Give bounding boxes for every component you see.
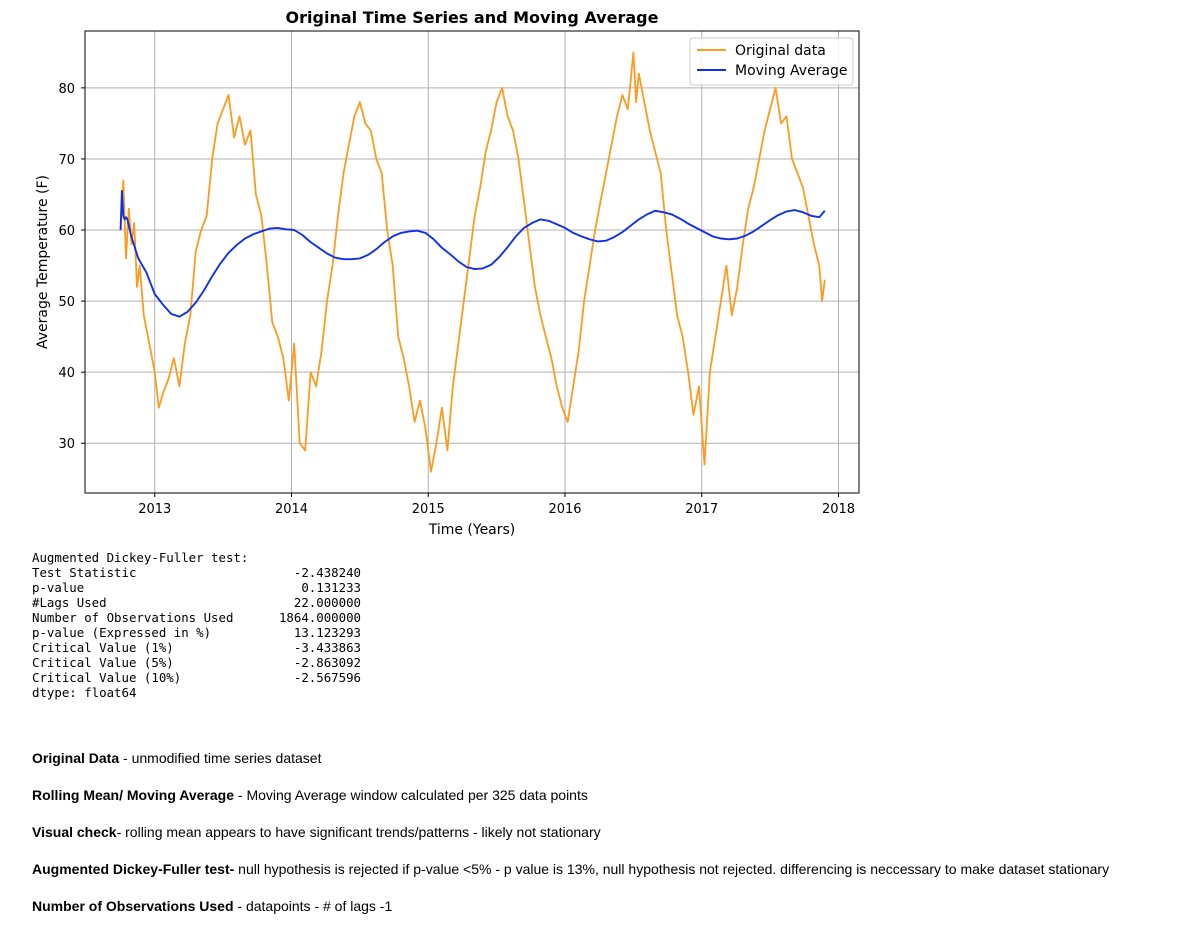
- note-term: Original Data: [32, 750, 120, 766]
- x-tick-label: 2015: [412, 502, 445, 517]
- grid: [85, 31, 859, 493]
- adf-row: Test Statistic -2.438240: [32, 565, 361, 580]
- adf-row: Critical Value (1%) -3.433863: [32, 640, 361, 655]
- adf-value: 1864.000000: [278, 610, 361, 625]
- adf-row: p-value 0.131233: [32, 580, 361, 595]
- note-text: - datapoints - # of lags -1: [233, 898, 393, 914]
- legend-label-original: Original data: [735, 43, 826, 59]
- note-term: Number of Observations Used: [32, 898, 234, 914]
- adf-label: Critical Value (1%): [32, 640, 174, 655]
- note-term: Visual check: [32, 824, 117, 840]
- note-text: - unmodified time series dataset: [119, 750, 322, 766]
- x-axis-label: Time (Years): [428, 522, 516, 538]
- plot-frame: [84, 30, 860, 494]
- notes: Original Data - unmodified time series d…: [32, 750, 1192, 935]
- adf-row: Number of Observations Used 1864.000000: [32, 610, 361, 625]
- y-tick-label: 80: [58, 82, 75, 97]
- legend: Original data Moving Average: [689, 37, 854, 86]
- adf-value: -2.567596: [293, 670, 361, 685]
- original-data-line: [119, 51, 826, 473]
- note-rolling-mean: Rolling Mean/ Moving Average - Moving Av…: [32, 787, 1192, 805]
- x-tick-label: 2013: [138, 502, 171, 517]
- note-text: - rolling mean appears to have significa…: [116, 824, 601, 840]
- y-tick-label: 30: [58, 437, 75, 452]
- note-text: - Moving Average window calculated per 3…: [234, 787, 588, 803]
- ticks: 2013 2014 2015 2016 2017 2018 30 40 50 60 70 80: [58, 82, 855, 517]
- adf-value: -2.863092: [293, 655, 361, 670]
- adf-output: Augmented Dickey-Fuller test: Test Stati…: [32, 550, 361, 700]
- chart: Original Time Series and Moving Average …: [35, 8, 860, 538]
- adf-value: -3.433863: [293, 640, 361, 655]
- adf-label: Critical Value (10%): [32, 670, 182, 685]
- adf-row: Critical Value (10%) -2.567596: [32, 670, 361, 685]
- adf-header: Augmented Dickey-Fuller test:: [32, 550, 249, 565]
- adf-label: Critical Value (5%): [32, 655, 174, 670]
- adf-label: p-value: [32, 580, 85, 595]
- note-text: null hypothesis is rejected if p-value <…: [234, 861, 1110, 877]
- x-tick-label: 2017: [685, 502, 718, 517]
- moving-average-line: [119, 189, 826, 318]
- adf-label: Number of Observations Used: [32, 610, 234, 625]
- adf-label: p-value (Expressed in %): [32, 625, 212, 640]
- adf-value: -2.438240: [293, 565, 361, 580]
- adf-label: Test Statistic: [32, 565, 137, 580]
- note-visual-check: Visual check- rolling mean appears to ha…: [32, 824, 1192, 842]
- note-adf-test: Augmented Dickey-Fuller test- null hypot…: [32, 861, 1192, 879]
- x-tick-label: 2014: [275, 502, 308, 517]
- legend-label-moving-average: Moving Average: [735, 63, 848, 79]
- chart-title: Original Time Series and Moving Average: [286, 8, 659, 27]
- adf-value: 13.123293: [293, 625, 361, 640]
- adf-label: #Lags Used: [32, 595, 107, 610]
- legend-box: [689, 37, 854, 86]
- y-axis-label: Average Temperature (F): [35, 175, 51, 349]
- y-tick-label: 60: [58, 224, 75, 239]
- adf-row: p-value (Expressed in %) 13.123293: [32, 625, 361, 640]
- y-tick-label: 70: [58, 153, 75, 168]
- series-layer: [119, 51, 826, 473]
- y-tick-label: 50: [58, 295, 75, 310]
- note-term: Augmented Dickey-Fuller test-: [32, 861, 235, 877]
- adf-row: #Lags Used 22.000000: [32, 595, 361, 610]
- adf-value: 0.131233: [301, 580, 361, 595]
- x-tick-label: 2016: [548, 502, 581, 517]
- adf-dtype: dtype: float64: [32, 685, 137, 700]
- adf-row: Critical Value (5%) -2.863092: [32, 655, 361, 670]
- note-observations: Number of Observations Used - datapoints…: [32, 898, 1192, 916]
- note-original-data: Original Data - unmodified time series d…: [32, 750, 1192, 768]
- y-tick-label: 40: [58, 366, 75, 381]
- x-tick-label: 2018: [822, 502, 855, 517]
- note-term: Rolling Mean/ Moving Average: [32, 787, 234, 803]
- adf-value: 22.000000: [293, 595, 361, 610]
